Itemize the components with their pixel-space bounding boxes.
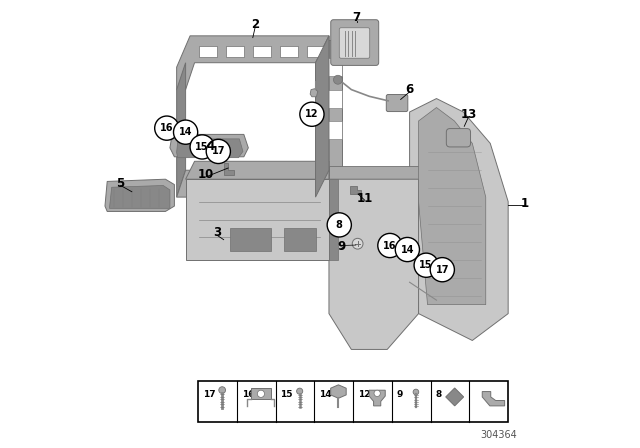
Circle shape [190, 135, 214, 159]
Text: 16: 16 [160, 123, 173, 133]
Bar [280, 46, 298, 57]
Circle shape [300, 102, 324, 126]
Circle shape [257, 390, 264, 397]
Circle shape [327, 213, 351, 237]
Text: 14: 14 [179, 127, 193, 137]
Polygon shape [310, 89, 317, 97]
Polygon shape [320, 40, 342, 175]
Circle shape [352, 238, 363, 249]
Text: 15: 15 [195, 142, 209, 152]
Bar [198, 381, 508, 422]
Text: 7: 7 [353, 11, 361, 25]
Polygon shape [351, 186, 361, 194]
Text: 12: 12 [305, 109, 319, 119]
Polygon shape [316, 36, 329, 197]
Polygon shape [177, 170, 329, 197]
FancyBboxPatch shape [331, 20, 379, 65]
Circle shape [219, 387, 225, 393]
FancyBboxPatch shape [339, 28, 370, 58]
Polygon shape [177, 139, 243, 158]
Polygon shape [331, 385, 346, 398]
Text: 17: 17 [203, 390, 216, 399]
Circle shape [173, 120, 198, 144]
Text: 17: 17 [212, 146, 225, 156]
Circle shape [206, 139, 230, 164]
Bar [320, 121, 342, 139]
Polygon shape [482, 392, 504, 406]
Text: 4: 4 [206, 140, 214, 154]
Text: 2: 2 [251, 18, 259, 31]
Text: 6: 6 [406, 83, 413, 96]
FancyBboxPatch shape [387, 95, 408, 112]
Text: 13: 13 [461, 108, 477, 121]
Bar [284, 228, 316, 251]
Polygon shape [369, 390, 385, 406]
Bar [307, 46, 324, 57]
Bar [320, 90, 342, 108]
Bar [251, 388, 271, 399]
Text: 9: 9 [337, 240, 345, 253]
Text: 17: 17 [436, 265, 449, 275]
Circle shape [296, 388, 303, 394]
Circle shape [333, 75, 342, 84]
Text: 8: 8 [435, 390, 442, 399]
Circle shape [374, 390, 380, 396]
Polygon shape [105, 179, 174, 211]
Text: 3: 3 [213, 226, 221, 240]
Bar [199, 46, 217, 57]
Text: 16: 16 [241, 390, 254, 399]
Polygon shape [445, 388, 463, 406]
Bar [230, 228, 271, 251]
Circle shape [155, 116, 179, 140]
Text: 304364: 304364 [481, 430, 517, 439]
Polygon shape [186, 161, 329, 179]
Polygon shape [329, 179, 419, 349]
Circle shape [378, 233, 402, 258]
Bar [253, 46, 271, 57]
Text: 10: 10 [198, 168, 214, 181]
Text: 11: 11 [356, 191, 373, 205]
Polygon shape [186, 179, 329, 260]
Text: 16: 16 [383, 241, 397, 250]
Polygon shape [410, 99, 508, 340]
Polygon shape [109, 185, 170, 208]
Text: 5: 5 [116, 177, 125, 190]
Polygon shape [224, 163, 234, 175]
Text: 14: 14 [401, 245, 414, 254]
Text: 15: 15 [280, 390, 292, 399]
Text: 9: 9 [397, 390, 403, 399]
Text: 14: 14 [319, 390, 332, 399]
Text: 1: 1 [521, 197, 529, 211]
Circle shape [414, 253, 438, 277]
Circle shape [413, 389, 419, 395]
Polygon shape [170, 134, 248, 157]
Polygon shape [329, 179, 338, 260]
Polygon shape [419, 108, 486, 305]
Circle shape [430, 258, 454, 282]
Text: 8: 8 [336, 220, 342, 230]
Bar [226, 46, 244, 57]
Polygon shape [177, 36, 329, 90]
Polygon shape [316, 36, 329, 197]
Bar [320, 58, 342, 76]
Polygon shape [177, 63, 186, 197]
Text: 15: 15 [419, 260, 433, 270]
FancyBboxPatch shape [446, 129, 470, 147]
Polygon shape [329, 166, 419, 179]
Circle shape [396, 237, 419, 262]
Text: 12: 12 [358, 390, 371, 399]
